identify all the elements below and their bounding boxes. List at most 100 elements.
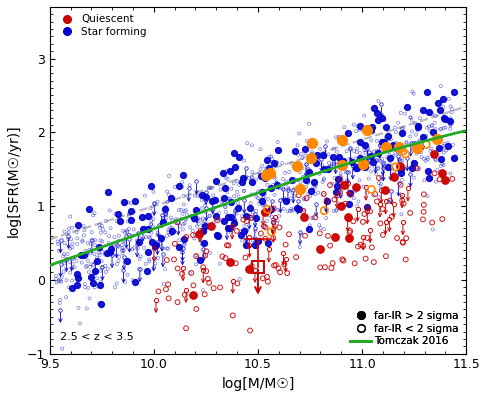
Point — [236, 276, 244, 282]
Point — [199, 215, 206, 222]
Point — [323, 199, 331, 205]
Point — [267, 229, 275, 235]
Point — [306, 139, 314, 146]
Point — [301, 232, 309, 239]
Point — [341, 201, 349, 207]
Point — [86, 247, 94, 253]
Point — [87, 250, 94, 256]
Point — [148, 220, 155, 227]
Point — [146, 258, 153, 265]
Point — [249, 237, 257, 244]
Point — [370, 192, 377, 199]
Point — [285, 186, 293, 193]
Point — [365, 176, 373, 182]
Point — [415, 166, 423, 173]
Point — [420, 156, 428, 162]
Point — [440, 104, 448, 110]
Point — [347, 146, 355, 153]
Point — [131, 279, 139, 285]
Point — [339, 258, 347, 264]
Point — [135, 256, 143, 262]
Point — [338, 161, 346, 168]
Point — [302, 196, 310, 203]
Point — [279, 160, 286, 166]
Point — [259, 275, 267, 281]
Point — [315, 158, 322, 164]
Point — [320, 192, 328, 198]
Point — [397, 166, 405, 172]
Point — [375, 98, 382, 104]
Point — [391, 125, 399, 131]
Point — [396, 158, 404, 164]
Point — [398, 177, 406, 183]
Point — [190, 235, 198, 242]
Point — [142, 261, 150, 267]
Point — [441, 115, 449, 122]
Point — [315, 222, 323, 228]
Point — [75, 304, 82, 311]
Point — [52, 276, 60, 282]
Point — [452, 153, 460, 160]
Point — [125, 213, 133, 219]
Point — [163, 188, 171, 195]
Point — [367, 186, 375, 193]
Point — [317, 246, 324, 252]
Point — [261, 191, 269, 197]
Point — [360, 154, 368, 161]
Point — [236, 203, 244, 210]
Point — [424, 154, 431, 161]
Point — [201, 228, 209, 234]
Point — [213, 217, 221, 223]
Point — [240, 217, 247, 223]
Point — [238, 213, 246, 219]
Point — [157, 235, 165, 241]
Point — [299, 155, 306, 161]
Point — [178, 271, 186, 277]
Point — [417, 149, 425, 155]
Point — [306, 222, 314, 228]
Point — [195, 221, 203, 227]
Point — [73, 281, 81, 288]
Point — [435, 144, 443, 151]
Point — [412, 131, 420, 138]
Point — [144, 213, 152, 219]
Point — [399, 125, 407, 131]
Point — [371, 191, 379, 197]
Point — [88, 229, 95, 235]
Point — [181, 208, 188, 215]
Point — [114, 211, 122, 217]
Point — [441, 140, 449, 147]
Point — [287, 208, 295, 214]
Point — [115, 254, 123, 260]
Legend: far-IR > 2 sigma, far-IR < 2 sigma, Tomczak 2016: far-IR > 2 sigma, far-IR < 2 sigma, Tomc… — [346, 307, 463, 351]
Point — [399, 148, 407, 154]
Point — [356, 127, 364, 133]
Point — [248, 179, 256, 185]
Point — [383, 154, 391, 160]
Point — [429, 129, 436, 135]
Point — [343, 177, 351, 183]
Point — [301, 152, 309, 159]
Point — [303, 138, 311, 144]
Point — [330, 159, 338, 166]
Point — [210, 285, 218, 291]
Point — [273, 182, 281, 188]
Point — [333, 188, 340, 195]
Point — [224, 225, 231, 232]
Point — [413, 124, 421, 130]
Point — [446, 125, 454, 132]
Point — [446, 115, 454, 121]
Point — [254, 195, 262, 201]
Point — [247, 215, 255, 221]
Point — [212, 231, 220, 238]
Point — [356, 155, 364, 162]
Point — [390, 174, 397, 180]
Point — [378, 115, 386, 121]
Point — [304, 174, 312, 180]
Point — [299, 187, 307, 193]
Point — [130, 226, 138, 232]
Point — [376, 220, 384, 226]
Point — [368, 124, 376, 130]
Point — [398, 157, 406, 164]
Point — [382, 144, 390, 150]
